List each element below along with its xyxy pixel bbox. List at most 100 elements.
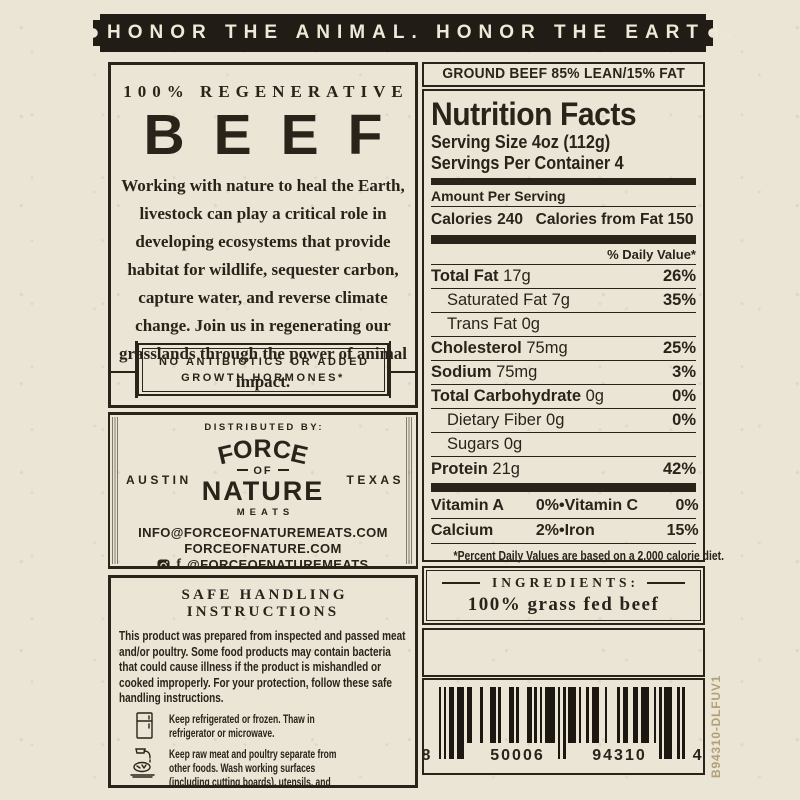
barcode-module — [490, 687, 493, 743]
logo-force: FORCE — [110, 435, 416, 470]
logo-of: OF — [110, 465, 416, 478]
nutrition-row: Total Fat 17g 26% — [431, 265, 696, 289]
email-text: INFO@FORCEOFNATUREMEATS.COM — [138, 525, 388, 540]
state-label: TEXAS — [346, 473, 404, 487]
barcode-module — [552, 687, 556, 743]
barcode-module — [461, 687, 465, 759]
nutrition-row: Sugars 0g — [431, 433, 696, 457]
barcode-module — [596, 687, 600, 743]
badge-connector-left — [111, 371, 135, 373]
barcode-module — [653, 687, 657, 743]
no-antibiotics-badge: NO ANTIBIOTICS OR ADDED GROWTH HORMONES* — [135, 341, 391, 398]
step-text: Keep raw meat and poultry separate from … — [169, 748, 337, 788]
barcode-module — [591, 687, 595, 743]
step-text: Keep refrigerated or frozen. Thaw in ref… — [169, 713, 315, 740]
barcode-module — [459, 687, 462, 759]
barcode-module — [438, 687, 442, 759]
barcode-module — [633, 687, 636, 743]
nutrient-daily-value: 26% — [662, 267, 696, 285]
nutrition-rows: Total Fat 17g 26% Saturated Fat 7g 35% Trans… — [431, 265, 696, 481]
barcode-module — [640, 687, 644, 743]
hero-kicker: 100% REGENERATIVE — [123, 82, 409, 101]
barcode-module — [594, 687, 597, 743]
barcode-module — [568, 687, 571, 743]
barcode-module — [544, 687, 548, 743]
hero-body: Working with nature to heal the Earth, l… — [119, 176, 407, 391]
social-handle: @FORCEOFNATUREMEATS — [187, 557, 369, 569]
safe-handling-steps: Keep refrigerated or frozen. Thaw in ref… — [119, 711, 407, 788]
nutrition-row: Dietary Fiber 0g 0% — [431, 409, 696, 433]
nutrient-label: Sugars 0g — [447, 435, 523, 453]
safe-handling-panel: SAFE HANDLING INSTRUCTIONS This product … — [108, 575, 418, 788]
nutrition-row: Saturated Fat 7g 35% — [431, 289, 696, 313]
micronutrient-rows: Vitamin A 0% • Vitamin C 0% Calcium 2% • Iron 15% — [431, 494, 699, 544]
distributor-panel: DISTRIBUTED BY: FORCE OF NATURE MEATS AU… — [108, 412, 418, 569]
ingredients-title-row: INGREDIENTS: — [427, 575, 700, 591]
servings-per-container: Servings Per Container 4 — [431, 153, 624, 173]
barcode-module — [573, 687, 576, 743]
barcode-panel: 8 50006 94310 4 — [422, 678, 705, 775]
barcode-module — [511, 687, 514, 743]
safe-handling-title: SAFE HANDLING INSTRUCTIONS — [181, 587, 348, 620]
bullet-separator: • — [559, 522, 565, 539]
barcode-module — [669, 687, 672, 759]
logo-force-letter: R — [253, 435, 273, 463]
barcode-bars — [438, 687, 689, 759]
barcode-module — [578, 687, 582, 743]
divider-thick — [431, 483, 696, 492]
nutrient-label: Protein 21g — [431, 459, 520, 478]
barcode-module — [480, 687, 483, 743]
nutrient-label: Dietary Fiber 0g — [447, 411, 565, 429]
safe-handling-step: Keep raw meat and poultry separate from … — [119, 746, 407, 788]
refrigerator-icon — [136, 711, 153, 739]
barcode-module — [456, 687, 460, 759]
nutrient-daily-value: 25% — [662, 339, 696, 357]
logo-nature: NATURE — [201, 476, 325, 506]
micronutrient-label: Calcium — [431, 522, 494, 539]
ingredients-title: INGREDIENTS: — [491, 575, 640, 590]
nutrition-row: Trans Fat 0g — [431, 313, 696, 337]
barcode-module — [469, 687, 473, 743]
amount-per-serving-label: Amount Per Serving — [431, 187, 696, 207]
barcode-module — [557, 687, 561, 759]
nutrient-label: Trans Fat 0g — [447, 315, 540, 333]
nutrient-daily-value: 0% — [672, 387, 696, 405]
banner-text: HONOR THE ANIMAL. HONOR THE EARTH. — [107, 22, 739, 43]
facebook-icon: f — [176, 557, 182, 569]
hero-panel: 100% REGENERATIVE BEEF Working with natu… — [108, 62, 418, 408]
barcode-module — [547, 687, 551, 743]
website-text: FORCEOFNATURE.COM — [184, 541, 342, 556]
micronutrient-label: Vitamin A — [431, 497, 504, 514]
barcode-module — [534, 687, 538, 743]
ingredients-dash-left — [441, 582, 480, 584]
micronutrient-label: Iron — [564, 522, 595, 539]
calories-from-fat: Calories from Fat 150 — [535, 211, 694, 228]
barcode-module — [563, 687, 566, 759]
logo-dash-right — [277, 469, 289, 472]
barcode-module — [643, 687, 646, 743]
product-name: BEEF — [143, 103, 412, 167]
barcode-module — [451, 687, 455, 759]
logo-force-letter: O — [231, 435, 255, 465]
micronutrient-label: Vitamin C — [564, 497, 639, 514]
barcode-module — [448, 687, 452, 759]
barcode-module — [622, 687, 626, 743]
package-code: B94310-DLFUV1 — [709, 674, 723, 778]
nutrition-row: Protein 21g 42% — [431, 457, 696, 481]
social-row: f @FORCEOFNATUREMEATS — [110, 557, 416, 569]
safe-handling-step: Keep refrigerated or frozen. Thaw in ref… — [119, 711, 407, 741]
nutrition-footnote: *Percent Daily Values are based on a 2,0… — [453, 549, 725, 563]
barcode-digit-group: 8 — [421, 747, 433, 764]
barcode: 8 50006 94310 4 — [422, 687, 702, 765]
nutrient-label: Cholesterol 75mg — [431, 339, 568, 357]
calories-row: Calories 240 Calories from Fat 150 — [431, 207, 693, 233]
micronutrient-row: Vitamin A 0% • Vitamin C 0% — [431, 494, 699, 519]
barcode-module — [658, 687, 662, 759]
ingredients-inner: INGREDIENTS: 100% grass fed beef — [426, 570, 701, 621]
micronutrient-value: 0% — [675, 497, 699, 514]
logo-dash-left — [237, 469, 249, 472]
nutrient-daily-value: 3% — [672, 363, 696, 381]
hand-washing-icon — [130, 747, 155, 778]
step-icon-cell — [119, 711, 169, 741]
